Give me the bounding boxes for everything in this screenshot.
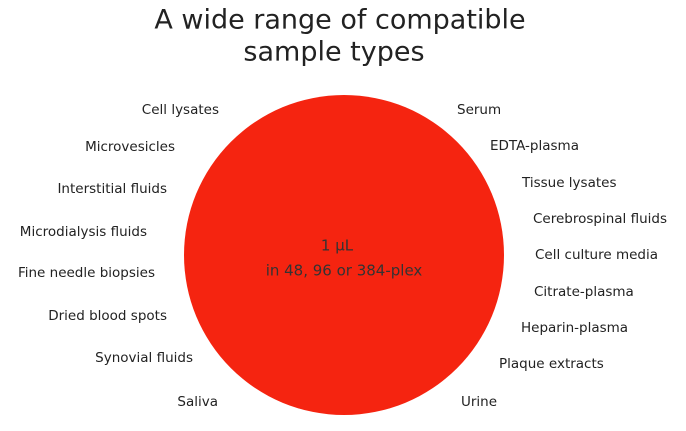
sample-label: Synovial fluids — [95, 350, 193, 366]
sample-label: Tissue lysates — [521, 175, 616, 191]
sample-label: EDTA-plasma — [490, 138, 579, 154]
sample-label: Serum — [457, 102, 501, 118]
sample-label: Cerebrospinal fluids — [533, 211, 667, 227]
sample-circle — [184, 95, 504, 415]
title: sample types — [243, 37, 424, 68]
sample-label: Citrate-plasma — [534, 284, 634, 300]
sample-label: Heparin-plasma — [521, 320, 628, 336]
sample-label: Plaque extracts — [499, 356, 604, 372]
title: A wide range of compatible — [154, 5, 525, 36]
sample-label: Microvesicles — [85, 139, 175, 155]
sample-label: Microdialysis fluids — [20, 224, 147, 240]
sample-label: Urine — [461, 394, 497, 410]
center-text: 1 µL — [321, 237, 354, 255]
sample-label: Fine needle biopsies — [18, 265, 155, 281]
sample-label: Dried blood spots — [48, 308, 167, 324]
sample-label: Interstitial fluids — [57, 181, 167, 197]
sample-label: Cell culture media — [535, 247, 658, 263]
center-text: in 48, 96 or 384-plex — [266, 262, 423, 280]
sample-label: Saliva — [177, 394, 218, 410]
sample-label: Cell lysates — [142, 102, 219, 118]
